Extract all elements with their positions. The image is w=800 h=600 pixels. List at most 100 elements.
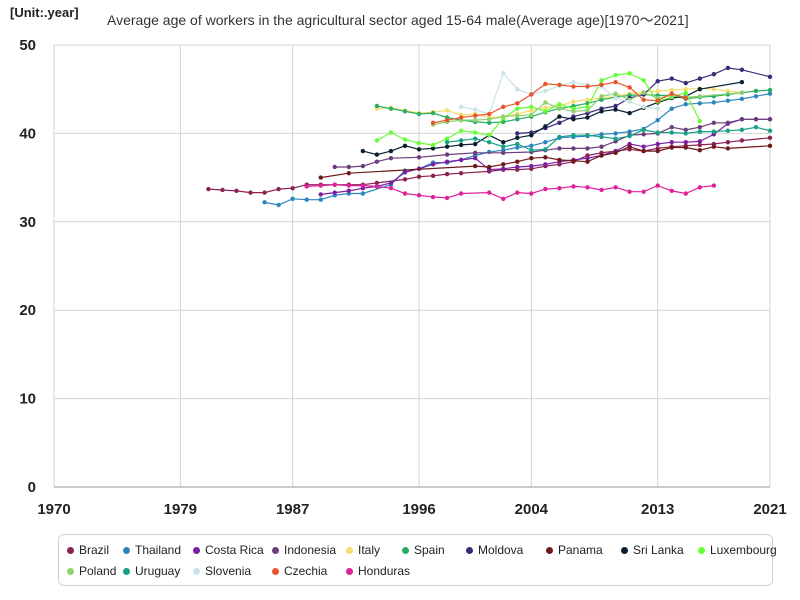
data-point: [627, 129, 632, 134]
data-point: [444, 108, 450, 113]
data-point: [613, 103, 618, 109]
data-point: [416, 174, 422, 179]
data-point: [360, 148, 366, 154]
data-point: [641, 78, 646, 83]
data-point: [739, 67, 745, 72]
data-point: [697, 101, 703, 106]
data-point: [444, 195, 450, 201]
data-point: [599, 153, 604, 158]
data-point: [458, 115, 464, 120]
unit-label: [Unit:.year]: [10, 5, 79, 20]
data-point: [767, 91, 773, 96]
legend-marker: [67, 546, 74, 554]
data-point: [767, 74, 773, 80]
data-point: [332, 182, 337, 187]
data-point: [529, 191, 534, 196]
data-point: [501, 140, 506, 145]
data-point: [683, 90, 688, 95]
data-point: [515, 131, 520, 136]
data-point: [430, 194, 436, 200]
data-point: [430, 162, 436, 167]
data-point: [767, 128, 773, 133]
data-point: [543, 155, 548, 160]
legend-item: Luxembourg: [698, 543, 777, 557]
data-point: [613, 107, 618, 112]
legend-marker: [466, 546, 473, 554]
data-point: [725, 98, 731, 103]
data-point: [543, 124, 548, 129]
data-point: [697, 147, 703, 153]
data-point: [543, 162, 548, 167]
data-point: [655, 183, 660, 188]
data-point: [655, 117, 660, 123]
data-point: [739, 138, 745, 143]
axes: 0 10 20 30 40 50 1970 1979 1987 1996 2004 2013 2021: [19, 37, 786, 518]
data-point: [641, 189, 646, 194]
data-point: [627, 110, 632, 116]
data-point: [613, 150, 618, 156]
data-point: [711, 100, 717, 105]
data-point: [501, 144, 506, 149]
data-point: [515, 87, 520, 92]
series-line: [447, 126, 771, 151]
data-point: [304, 197, 309, 202]
data-point: [571, 99, 576, 104]
data-point: [753, 117, 759, 122]
data-point: [669, 106, 674, 111]
data-point: [683, 127, 688, 133]
legend-marker: [346, 567, 353, 575]
data-point: [472, 155, 478, 161]
data-point: [585, 97, 590, 103]
data-point: [585, 185, 590, 190]
data-point: [711, 71, 717, 77]
data-point: [360, 163, 366, 169]
data-point: [290, 196, 295, 202]
data-point: [543, 100, 548, 105]
data-point: [697, 139, 703, 144]
data-point: [458, 170, 464, 176]
legend-item: Italy: [346, 543, 380, 557]
data-point: [627, 133, 632, 139]
data-point: [683, 95, 688, 101]
data-point: [599, 78, 604, 83]
data-point: [613, 79, 618, 85]
data-point: [571, 184, 576, 189]
data-point: [599, 94, 604, 99]
data-point: [739, 90, 745, 95]
data-point: [571, 117, 576, 122]
data-point: [458, 128, 464, 133]
data-point: [655, 79, 660, 84]
data-point: [472, 130, 478, 135]
data-point: [430, 146, 436, 151]
data-point: [388, 186, 394, 191]
data-point: [374, 103, 380, 109]
data-point: [725, 140, 731, 145]
data-point: [585, 84, 590, 89]
data-point: [458, 138, 464, 143]
y-tick-label: 40: [19, 125, 36, 142]
data-point: [374, 180, 380, 186]
data-point: [487, 164, 492, 170]
data-point: [416, 111, 422, 117]
data-point: [487, 132, 492, 138]
data-point: [388, 130, 394, 135]
data-point: [697, 76, 703, 81]
data-point: [683, 87, 688, 92]
legend-item: Poland: [67, 564, 116, 578]
data-point: [543, 109, 548, 114]
data-point: [697, 142, 703, 148]
legend-label: Panama: [558, 543, 603, 557]
data-point: [543, 147, 548, 152]
data-point: [613, 185, 618, 190]
data-point: [346, 188, 352, 194]
data-point: [501, 71, 506, 76]
y-tick-label: 10: [19, 391, 36, 408]
legend-item: Slovenia: [193, 564, 251, 578]
data-point: [767, 135, 773, 141]
y-tick-label: 0: [28, 479, 36, 496]
data-point: [430, 110, 436, 116]
data-point: [613, 95, 618, 101]
legend-label: Spain: [414, 543, 445, 557]
data-point: [543, 81, 548, 87]
data-point: [683, 102, 688, 107]
